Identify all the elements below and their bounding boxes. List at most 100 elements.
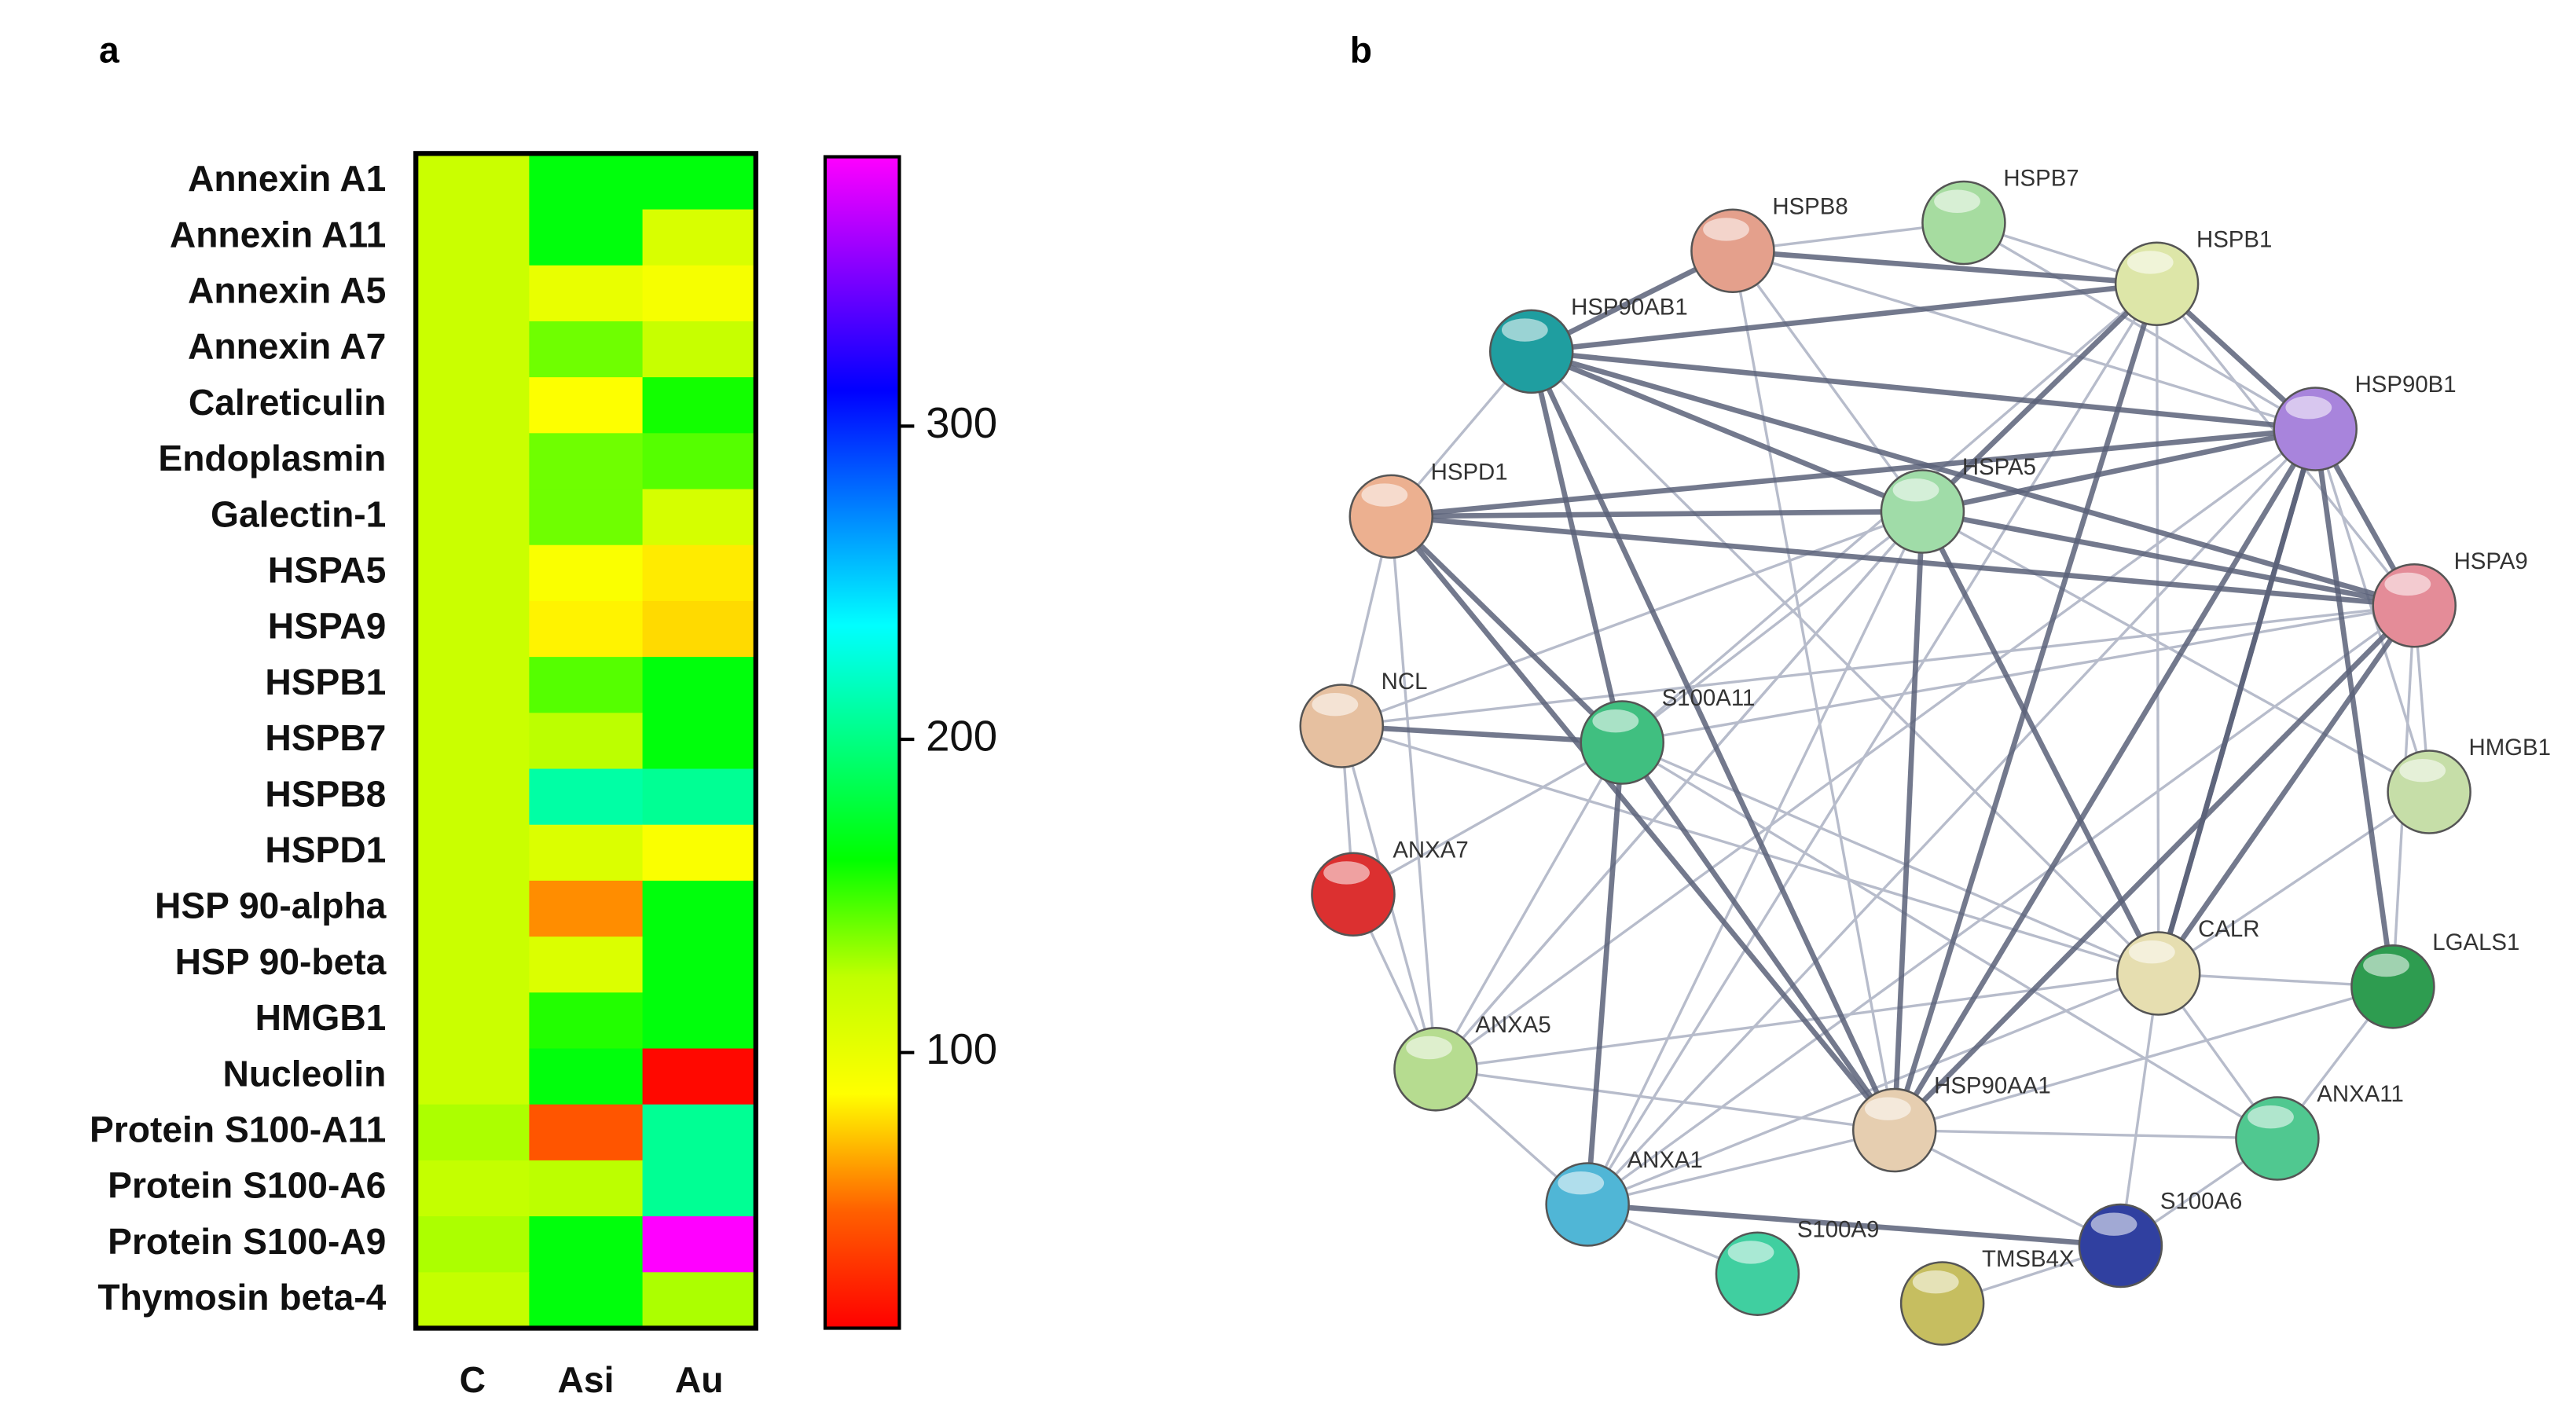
edge xyxy=(2156,428,2318,974)
node-highlight xyxy=(2363,953,2409,977)
heat-cell xyxy=(529,657,644,714)
heat-cell xyxy=(642,600,757,658)
heat-cell xyxy=(642,1272,757,1329)
row-label: HSPA9 xyxy=(268,606,387,647)
edge xyxy=(1921,281,2159,514)
heat-cell xyxy=(529,489,644,546)
heat-cell xyxy=(416,600,530,658)
heat-cell xyxy=(529,768,644,826)
edge xyxy=(1341,510,1924,728)
node-label: ANXA7 xyxy=(1393,837,1468,863)
heat-cell xyxy=(642,1048,757,1105)
edge xyxy=(1892,283,2160,1131)
node-highlight xyxy=(2384,572,2431,596)
edge xyxy=(1435,1068,1895,1132)
heat-cell xyxy=(642,880,757,938)
heat-cell xyxy=(642,1216,757,1274)
heat-cell xyxy=(642,209,757,266)
node-highlight xyxy=(1361,483,1408,507)
node-highlight xyxy=(2285,396,2332,420)
edge xyxy=(1963,222,2317,431)
edge xyxy=(1352,741,1624,896)
heat-cell xyxy=(642,265,757,322)
node-label: HSPB1 xyxy=(2196,226,2272,252)
colorbar-tick-label: 100 xyxy=(926,1025,997,1073)
node-highlight xyxy=(2090,1212,2137,1236)
row-label: HSPA5 xyxy=(268,550,387,591)
heat-cell xyxy=(529,321,644,379)
edge xyxy=(1921,508,2415,609)
heat-cell xyxy=(642,433,757,490)
node-label: HSP90B1 xyxy=(2355,372,2457,398)
node-highlight xyxy=(1312,693,1359,717)
row-label: Protein S100-A11 xyxy=(90,1109,386,1150)
edge xyxy=(1732,249,2316,431)
node-label: HSPD1 xyxy=(1431,459,1508,485)
heatmap-frame xyxy=(413,151,758,1331)
edge xyxy=(2156,603,2416,975)
edge xyxy=(1732,247,2157,287)
node-label: ANXA1 xyxy=(1627,1147,1703,1173)
edge xyxy=(1621,741,2160,975)
row-label: Endoplasmin xyxy=(158,438,386,478)
edge xyxy=(2119,973,2160,1246)
node-label: ANXA11 xyxy=(2317,1081,2404,1107)
node-label: S100A6 xyxy=(2160,1189,2243,1215)
edge xyxy=(1390,426,2316,519)
edge xyxy=(1586,283,2159,1205)
node-highlight xyxy=(2248,1105,2294,1129)
node-label: HSPA9 xyxy=(2454,548,2528,574)
heat-cell xyxy=(416,768,530,826)
edge xyxy=(1528,350,1897,1131)
heat-cell xyxy=(642,544,757,602)
edge xyxy=(1892,427,2318,1132)
edge xyxy=(1341,723,1623,746)
edge xyxy=(1390,513,2415,609)
heat-cell xyxy=(642,937,757,994)
column-label: C xyxy=(460,1359,486,1400)
node-label: HSP90AA1 xyxy=(1934,1073,2051,1099)
node-label: NCL xyxy=(1382,669,1428,695)
column-label: Asi xyxy=(558,1359,615,1400)
row-label: Protein S100-A9 xyxy=(108,1221,386,1262)
heat-cell xyxy=(416,377,530,434)
edge xyxy=(1530,349,2416,608)
heat-cell xyxy=(416,265,530,322)
row-label: HSP 90-beta xyxy=(175,941,387,982)
heat-cell xyxy=(416,1048,530,1105)
heat-cell xyxy=(642,489,757,546)
heat-cell xyxy=(416,713,530,770)
heat-cell xyxy=(529,880,644,938)
edge xyxy=(1894,1128,2277,1140)
edge xyxy=(1584,742,1625,1205)
heat-cell xyxy=(529,209,644,266)
edge xyxy=(1530,350,2160,975)
heat-cell xyxy=(416,209,530,266)
node-label: LGALS1 xyxy=(2432,929,2519,955)
edge xyxy=(1434,510,1924,1070)
node-highlight xyxy=(2126,251,2174,274)
edge xyxy=(1731,250,1896,1131)
edge xyxy=(1892,603,2416,1132)
edge xyxy=(1586,427,2317,1206)
node-label: S100A9 xyxy=(1797,1216,1880,1242)
heat-cell xyxy=(529,433,644,490)
row-label: Calreticulin xyxy=(189,382,387,423)
edge xyxy=(1530,349,1924,515)
edge xyxy=(2155,284,2160,974)
heat-cell xyxy=(416,992,530,1050)
node-highlight xyxy=(1727,1241,1774,1264)
row-label: HSPB8 xyxy=(265,773,386,814)
colorbar xyxy=(823,155,901,1330)
edge xyxy=(1621,741,2278,1140)
edge xyxy=(1531,348,2316,432)
node-highlight xyxy=(1501,318,1548,342)
heat-cell xyxy=(642,1104,757,1161)
heat-cell xyxy=(642,153,757,211)
heat-cell xyxy=(642,321,757,379)
node-label: S100A11 xyxy=(1662,685,1756,711)
edge xyxy=(2312,428,2396,988)
heat-cell xyxy=(642,377,757,434)
heat-cell xyxy=(529,265,644,322)
edge xyxy=(1893,1129,2122,1247)
